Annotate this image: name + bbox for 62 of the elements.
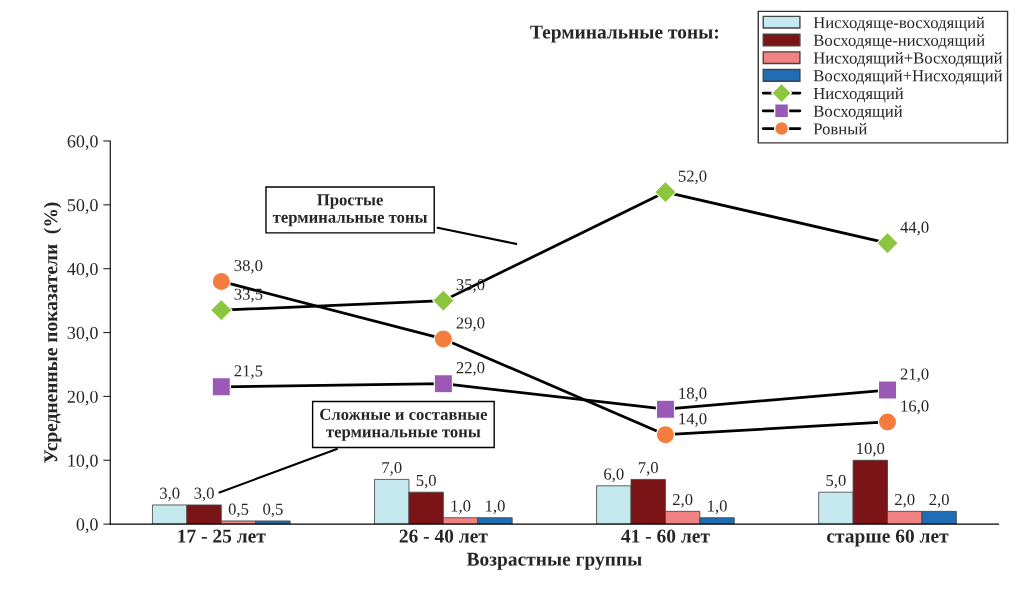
point	[877, 380, 898, 400]
point	[655, 425, 676, 445]
point	[655, 399, 676, 419]
y-tick-label: 20,0	[67, 390, 98, 406]
data-label: 6,0	[604, 468, 624, 483]
point	[876, 231, 899, 255]
data-label: 29,0	[456, 317, 485, 332]
data-label: 2,0	[895, 493, 915, 508]
point	[209, 298, 233, 322]
data-label: 1,0	[451, 500, 471, 514]
x-tick-label: 26 - 40 лет	[399, 529, 488, 543]
data-label: 18,0	[679, 387, 707, 402]
data-label: 22,0	[456, 362, 485, 376]
point	[211, 271, 231, 292]
point	[654, 180, 677, 204]
data-label: 3,0	[194, 487, 214, 502]
y-tick-label: 10,0	[68, 454, 98, 470]
data-label: 44,0	[900, 221, 929, 236]
data-label: 16,0	[901, 400, 929, 415]
legend-label: Восходяще-нисходящий	[813, 34, 985, 50]
y-tick-label: 0,0	[76, 518, 98, 534]
x-axis-title: Возрастные группы	[466, 552, 642, 570]
data-label: 5,0	[826, 474, 846, 489]
data-label: 21,0	[900, 368, 929, 383]
data-label: 7,0	[382, 462, 402, 476]
data-label: 7,0	[638, 462, 659, 476]
data-label: 0,5	[263, 503, 283, 518]
data-label: 52,0	[678, 170, 707, 185]
data-label: 5,0	[416, 474, 436, 489]
annotation: Простые терминальные тоны	[272, 194, 428, 227]
x-tick-label: 17 - 25 лет	[178, 529, 266, 543]
point	[211, 377, 231, 397]
data-label: 21,5	[234, 365, 263, 379]
legend-label: Нисходяще-восходящий	[813, 16, 985, 32]
x-tick-label: старше 60 лет	[827, 529, 949, 547]
data-label: 38,0	[234, 259, 263, 274]
data-label: 2,0	[929, 493, 949, 508]
legend-label: Нисходящий	[813, 87, 904, 103]
legend-label: Восходящий+Нисходящий	[813, 69, 1003, 85]
legend-title: Терминальные тоны:	[530, 25, 719, 43]
x-tick-label: 41 - 60 лет	[621, 529, 710, 543]
annotation: Сложные и составные терминальные тоны	[320, 408, 488, 441]
y-tick-label: 50,0	[67, 199, 98, 214]
data-label: 10,0	[857, 442, 885, 457]
y-axis-title: Усредненные показатели (%)	[43, 202, 62, 463]
data-label: 2,0	[672, 493, 693, 508]
legend-label: Нисходящий+Восходящий	[813, 52, 1003, 67]
legend-label: Ровный	[813, 122, 867, 135]
y-tick-label: 60,0	[67, 135, 98, 151]
data-label: 1,0	[708, 500, 727, 514]
data-label: 33,5	[234, 288, 263, 303]
point	[433, 374, 453, 394]
legend-label: Восходящий	[813, 105, 903, 121]
y-tick-label: 40,0	[67, 262, 98, 278]
point	[433, 329, 453, 349]
data-label: 3,0	[160, 487, 180, 502]
point	[432, 289, 455, 312]
data-label: 1,0	[486, 500, 505, 514]
data-label: 14,0	[679, 413, 707, 427]
point	[877, 412, 898, 432]
y-tick-label: 30,0	[67, 326, 98, 342]
data-label: 0,5	[228, 503, 249, 518]
